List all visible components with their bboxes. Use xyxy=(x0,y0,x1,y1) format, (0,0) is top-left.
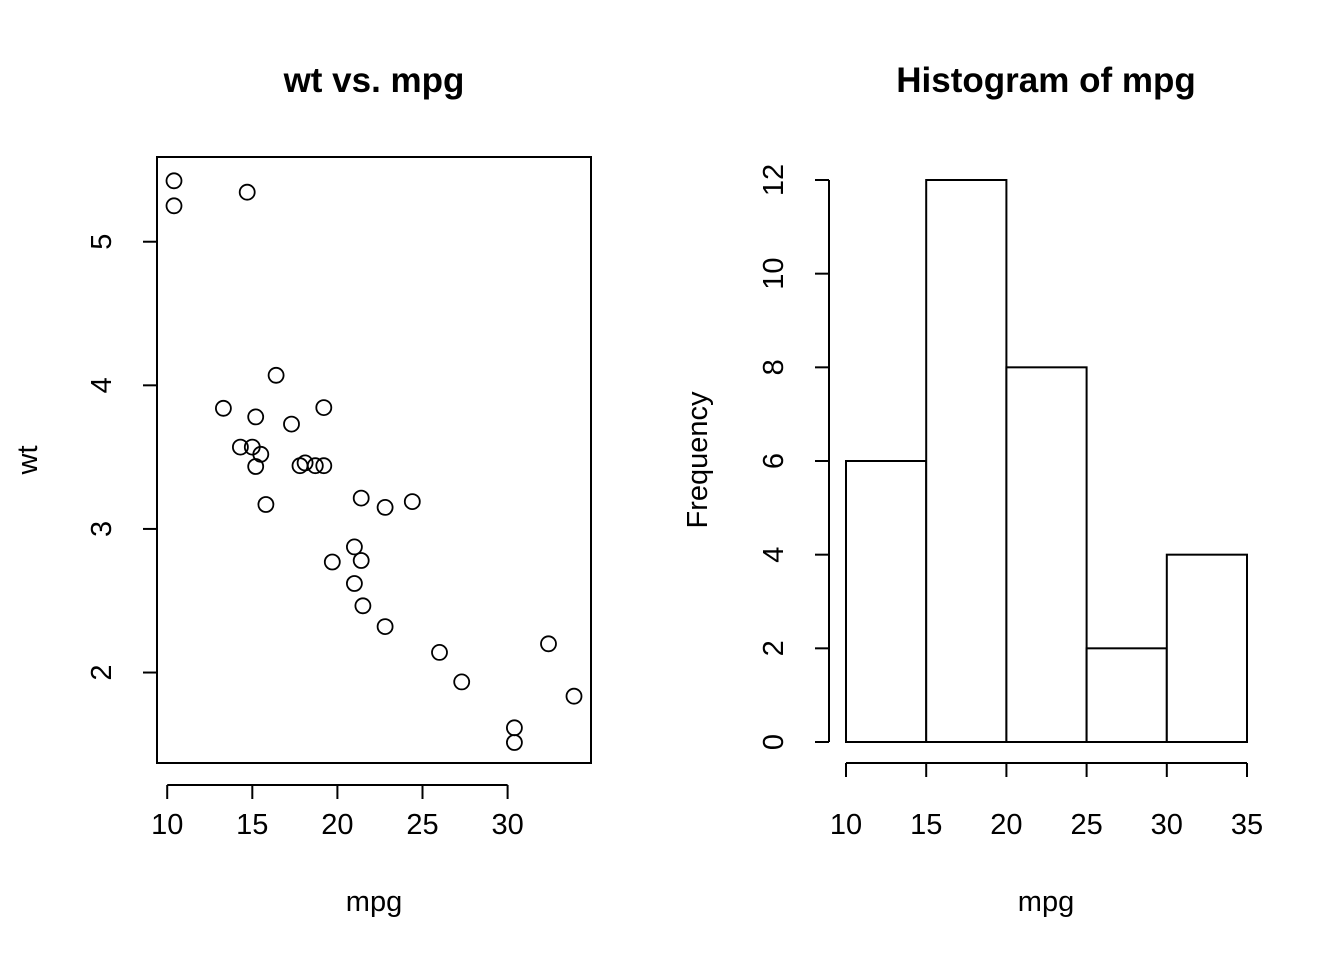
histogram-y-tick-label: 0 xyxy=(758,734,790,750)
histogram-y-tick-label: 8 xyxy=(758,359,790,375)
scatter-point xyxy=(238,183,256,201)
scatter-x-tick-label: 25 xyxy=(406,809,438,841)
histogram-panel: Histogram of mpg 10 15 20 25 30 35 024681012 … xyxy=(682,61,1263,918)
histogram-bar xyxy=(1085,647,1168,743)
histogram-x-tick-label: 25 xyxy=(1070,809,1102,841)
histogram-bar xyxy=(1005,366,1088,743)
scatter-point xyxy=(431,644,448,661)
scatter-x-axis: 10 15 20 25 30 xyxy=(151,784,524,841)
histogram-x-axis-label: mpg xyxy=(1018,886,1074,918)
histogram-y-axis: 0 2 4 6 8 10 12 xyxy=(758,164,830,750)
scatter-point xyxy=(283,415,300,433)
scatter-point xyxy=(267,366,285,384)
scatter-x-tick-label: 30 xyxy=(491,809,523,841)
scatter-point xyxy=(323,553,341,571)
scatter-point xyxy=(453,673,471,691)
scatter-plot-frame xyxy=(156,156,592,764)
scatter-point xyxy=(345,538,363,556)
scatter-point xyxy=(506,734,523,751)
histogram-x-tick-label: 30 xyxy=(1151,809,1183,841)
scatter-point xyxy=(315,399,333,417)
scatter-point xyxy=(506,719,523,737)
scatter-point xyxy=(354,597,372,615)
scatter-point xyxy=(376,618,394,635)
scatter-point xyxy=(165,197,183,215)
scatter-point xyxy=(540,635,557,653)
scatter-point xyxy=(257,496,275,513)
scatter-point xyxy=(165,172,183,190)
histogram-title: Histogram of mpg xyxy=(896,61,1195,100)
histogram-x-tick-label: 10 xyxy=(830,809,862,841)
histogram-y-tick-label: 6 xyxy=(758,453,790,469)
scatter-y-tick-label: 3 xyxy=(86,521,118,537)
histogram-bars xyxy=(845,179,1249,744)
scatter-point xyxy=(243,438,261,456)
scatter-y-axis-label: wt xyxy=(12,446,44,476)
scatter-point xyxy=(352,489,370,507)
scatter-y-tick-label: 4 xyxy=(86,377,118,393)
scatter-points xyxy=(165,172,583,751)
scatter-y-tick-label: 5 xyxy=(86,234,118,250)
scatter-point xyxy=(352,552,370,569)
scatter-point xyxy=(345,575,363,592)
scatter-point xyxy=(247,408,265,426)
histogram-bar xyxy=(845,460,928,743)
scatter-panel: wt vs. mpg 10 15 20 25 30 2 3 4 5 mpg wt xyxy=(12,61,592,918)
histogram-y-tick-label: 4 xyxy=(758,547,790,563)
histogram-y-tick-label: 12 xyxy=(758,164,790,196)
scatter-y-tick-label: 2 xyxy=(86,664,118,680)
scatter-point xyxy=(214,399,232,417)
histogram-x-tick-label: 20 xyxy=(990,809,1022,841)
scatter-x-tick-label: 15 xyxy=(236,809,268,841)
scatter-y-axis: 2 3 4 5 xyxy=(86,234,158,681)
histogram-bar xyxy=(1165,553,1249,744)
scatter-point xyxy=(247,458,265,475)
scatter-point xyxy=(291,457,309,475)
scatter-point xyxy=(565,687,583,705)
histogram-x-tick-label: 35 xyxy=(1231,809,1263,841)
scatter-point xyxy=(231,438,249,456)
histogram-bar xyxy=(925,179,1008,743)
histogram-y-tick-label: 10 xyxy=(758,258,790,290)
scatter-x-tick-label: 10 xyxy=(151,809,183,841)
scatter-point xyxy=(376,498,394,516)
histogram-y-tick-label: 2 xyxy=(758,640,790,656)
scatter-x-tick-label: 20 xyxy=(321,809,353,841)
histogram-y-axis-label: Frequency xyxy=(682,391,714,529)
scatter-point xyxy=(306,457,324,475)
scatter-title: wt vs. mpg xyxy=(283,61,465,100)
scatter-x-axis-label: mpg xyxy=(346,886,402,918)
scatter-point xyxy=(403,493,421,511)
histogram-x-tick-label: 15 xyxy=(910,809,942,841)
scatter-point xyxy=(315,457,333,475)
histogram-x-axis: 10 15 20 25 30 35 xyxy=(830,762,1263,841)
